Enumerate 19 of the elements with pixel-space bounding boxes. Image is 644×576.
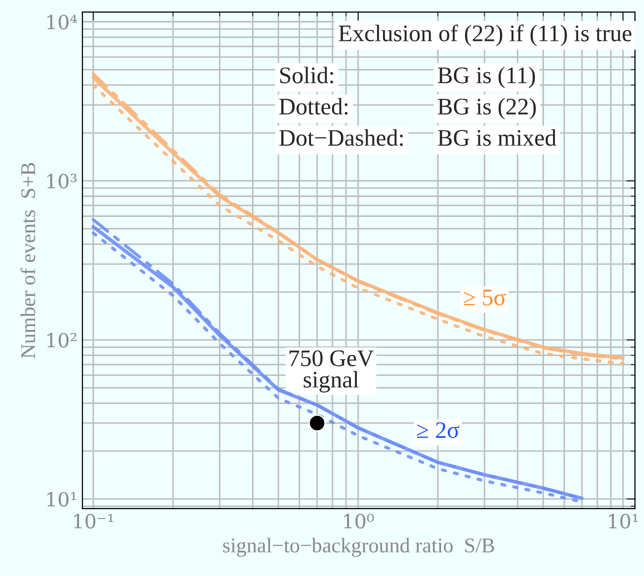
y-tick-label: 10⁴ — [47, 14, 77, 30]
annotation: BG is (11) — [438, 66, 535, 88]
y-tick-label: 10³ — [47, 174, 77, 188]
annotation: 750 GeV signal — [290, 350, 374, 393]
y-tick-label: 10² — [47, 332, 76, 348]
y-tick-label: 10¹ — [47, 492, 76, 507]
annotation: Solid: — [280, 66, 334, 84]
annotation: Dot−Dashed: — [279, 129, 403, 146]
annotation: Dotted: — [279, 98, 348, 115]
x-tick-label: 10⁻¹ — [74, 514, 114, 529]
x-axis-title: signal−to−background ratio S/B — [223, 538, 494, 557]
annotation: BG is mixed — [438, 129, 556, 146]
series-label: ≥ 2σ — [417, 422, 460, 438]
x-tick-label: 10¹ — [609, 514, 638, 529]
series-label: ≥ 5σ — [464, 290, 506, 306]
annotation: Exclusion of (22) if (11) is true — [338, 24, 632, 46]
y-axis-title: Number of events S+B — [20, 162, 36, 358]
annotation: BG is (22) — [438, 98, 536, 120]
x-tick-label: 10⁰ — [344, 514, 374, 529]
